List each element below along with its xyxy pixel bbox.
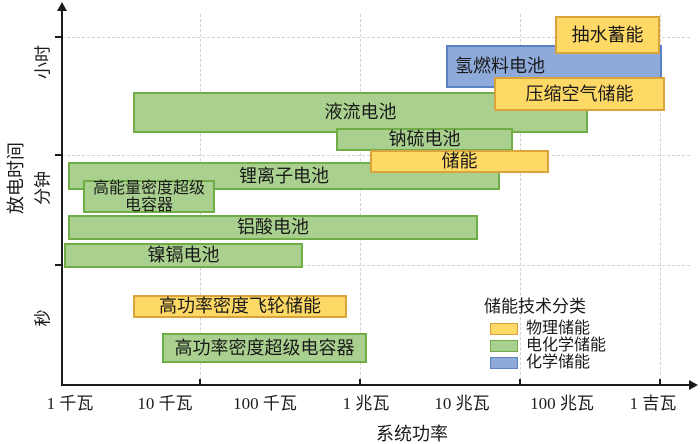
legend: 储能技术分类 物理储能 电化学储能 化学储能 xyxy=(480,292,606,373)
bar-label-high-power-density-flywheel: 高功率密度飞轮储能 xyxy=(159,296,321,316)
vertical-gridline xyxy=(660,14,661,385)
bar-label-sodium-sulfur-battery: 钠硫电池 xyxy=(388,129,461,149)
bar-label-hydrogen-fuel-cell: 氢燃料电池 xyxy=(455,56,545,76)
legend-label-physical: 物理储能 xyxy=(526,320,591,337)
legend-label-chemical: 化学储能 xyxy=(526,354,591,371)
bar-high-power-density-flywheel: 高功率密度飞轮储能 xyxy=(133,295,347,318)
legend-swatch-physical xyxy=(490,323,518,335)
y-axis-title: 放电时间 xyxy=(6,142,26,214)
legend-label-electrochemical: 电化学储能 xyxy=(526,337,607,354)
bar-label-flow-battery: 液流电池 xyxy=(324,102,397,122)
y-axis-arrow-icon xyxy=(57,2,67,11)
bar-label-nickel-cadmium-battery: 镍镉电池 xyxy=(147,245,220,265)
bar-sodium-sulfur-battery: 钠硫电池 xyxy=(336,128,513,151)
legend-item-chemical: 化学储能 xyxy=(480,354,606,371)
legend-swatch-chemical xyxy=(490,357,518,369)
bar-compressed-air-storage: 压缩空气储能 xyxy=(494,77,665,111)
y-axis-tick xyxy=(55,154,62,156)
bar-nickel-cadmium-battery: 镍镉电池 xyxy=(64,243,303,268)
horizontal-gridline xyxy=(62,37,690,38)
legend-item-electrochemical: 电化学储能 xyxy=(480,337,607,354)
x-tick-label: 1 兆瓦 xyxy=(342,394,390,413)
x-tick-label: 1 吉瓦 xyxy=(629,394,677,413)
bar-high-energy-density-supercapacitor: 高能量密度超级 电容器 xyxy=(83,179,215,214)
legend-rows: 物理储能 电化学储能 化学储能 xyxy=(480,320,607,371)
y-axis-tick xyxy=(55,264,62,266)
legend-item-physical: 物理储能 xyxy=(480,320,606,337)
bar-label-pumped-hydro-storage: 抽水蓄能 xyxy=(571,24,644,45)
x-axis-tick xyxy=(359,379,361,386)
bar-lead-acid-battery: 铝酸电池 xyxy=(68,215,478,240)
x-tick-label: 10 千瓦 xyxy=(137,394,193,413)
legend-swatch-electrochemical xyxy=(490,340,518,352)
x-axis-title: 系统功率 xyxy=(376,424,448,444)
horizontal-gridline xyxy=(62,265,690,266)
legend-title: 储能技术分类 xyxy=(484,297,586,316)
x-tick-label: 100 千瓦 xyxy=(233,394,297,413)
bar-label-energy-storage: 储能 xyxy=(441,151,478,171)
x-tick-label: 1 千瓦 xyxy=(46,394,94,413)
y-tick-label: 小时 xyxy=(33,45,53,79)
y-tick-label: 分钟 xyxy=(33,171,53,205)
bar-label-high-energy-density-supercapacitor: 高能量密度超级 电容器 xyxy=(92,179,205,214)
bar-label-lead-acid-battery: 铝酸电池 xyxy=(237,217,309,237)
x-axis-line xyxy=(61,384,691,386)
bar-pumped-hydro-storage: 抽水蓄能 xyxy=(555,16,660,54)
vertical-gridline xyxy=(360,14,361,385)
x-tick-label: 10 兆瓦 xyxy=(434,394,490,413)
y-axis-line xyxy=(61,10,63,385)
bar-high-power-density-supercapacitor: 高功率密度超级电容器 xyxy=(162,333,367,363)
vertical-gridline xyxy=(520,14,521,385)
y-axis-tick xyxy=(55,36,62,38)
bar-energy-storage: 储能 xyxy=(370,150,549,173)
bar-label-lithium-ion-battery: 锂离子电池 xyxy=(239,165,329,186)
x-tick-label: 100 兆瓦 xyxy=(530,394,594,413)
x-axis-tick xyxy=(659,379,661,386)
x-axis-tick xyxy=(519,379,521,386)
bar-label-compressed-air-storage: 压缩空气储能 xyxy=(525,83,634,104)
y-tick-label: 秒 xyxy=(33,309,53,327)
x-axis-tick xyxy=(199,379,201,386)
bar-label-high-power-density-supercapacitor: 高功率密度超级电容器 xyxy=(174,337,355,358)
x-axis-arrow-icon xyxy=(689,380,698,390)
